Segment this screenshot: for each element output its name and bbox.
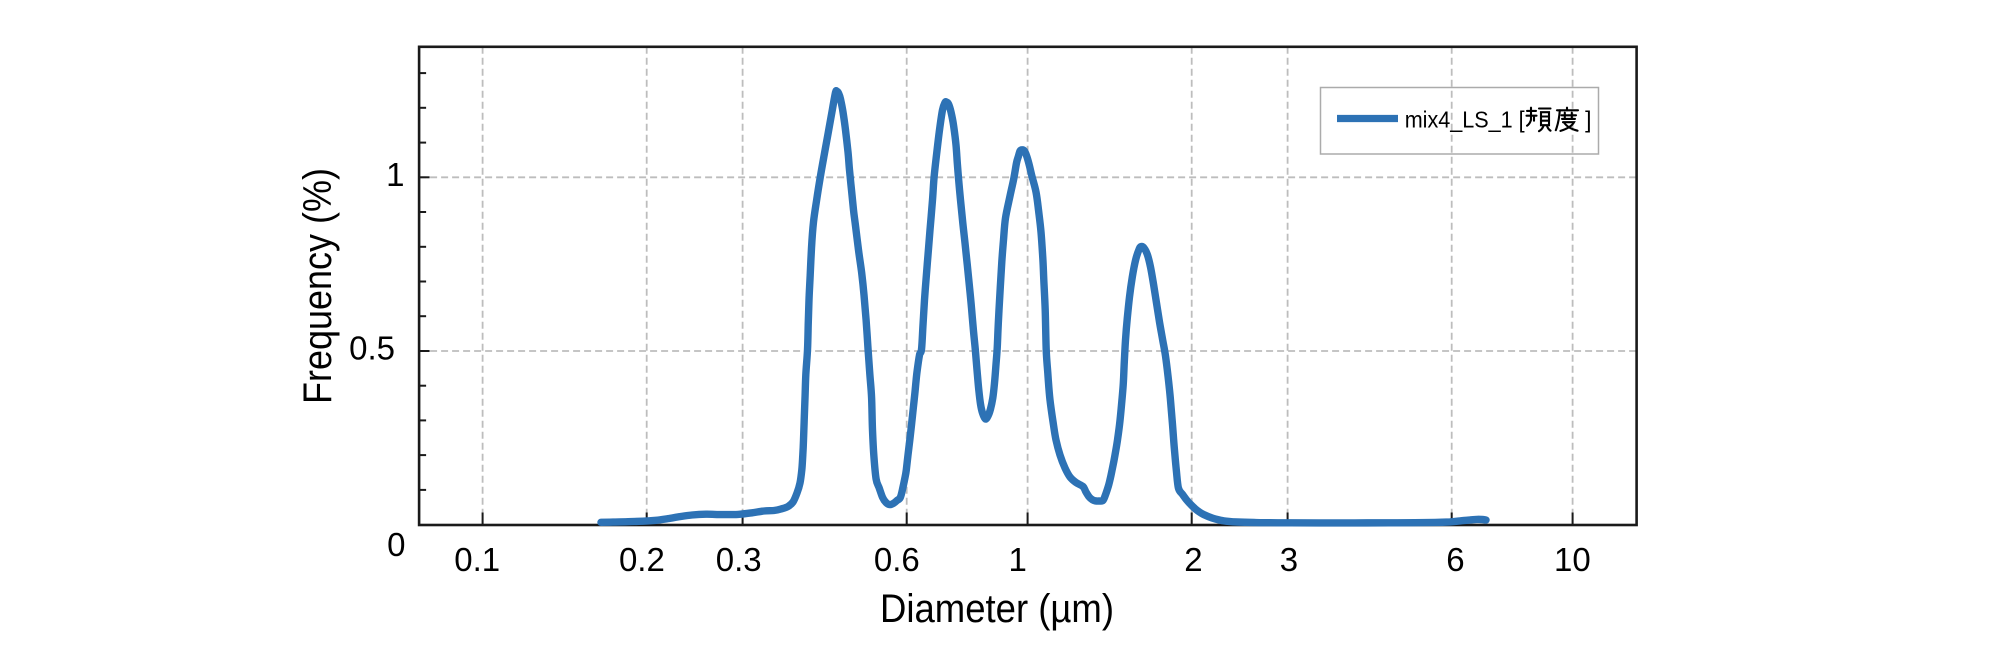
svg-text:0.2: 0.2 [619, 541, 665, 578]
svg-text:Diameter (µm): Diameter (µm) [880, 587, 1114, 631]
svg-text:0.1: 0.1 [454, 541, 500, 578]
svg-text:0: 0 [387, 526, 405, 563]
svg-text:6: 6 [1446, 541, 1464, 578]
svg-text:1: 1 [386, 156, 404, 193]
svg-text:10: 10 [1554, 541, 1591, 578]
svg-text:2: 2 [1184, 541, 1202, 578]
svg-text:mix4_LS_1 [: mix4_LS_1 [ [1405, 106, 1526, 132]
svg-text:0.5: 0.5 [349, 330, 395, 367]
svg-text:Frequency (%): Frequency (%) [296, 168, 340, 404]
svg-text:0.3: 0.3 [716, 541, 762, 578]
svg-text:0.6: 0.6 [874, 541, 920, 578]
svg-text:1: 1 [1009, 541, 1027, 578]
svg-text:]: ] [1585, 106, 1591, 132]
svg-text:3: 3 [1280, 541, 1298, 578]
